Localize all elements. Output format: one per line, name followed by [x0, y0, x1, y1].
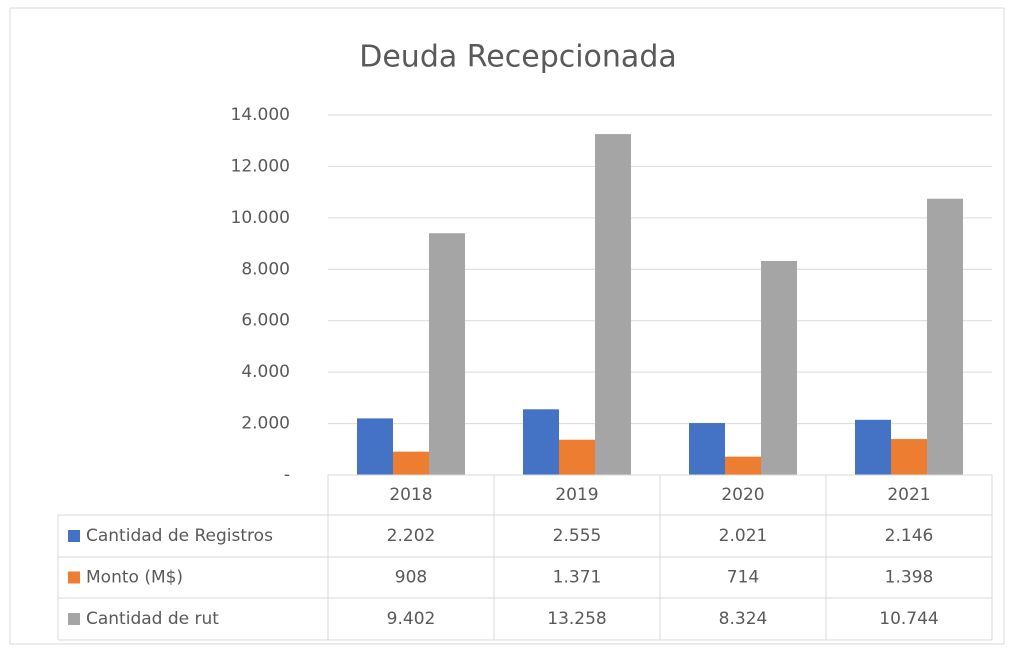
- table-cell: 2.555: [553, 526, 602, 546]
- bar: [927, 198, 963, 475]
- bar: [891, 439, 927, 475]
- y-tick-label: 6.000: [241, 311, 290, 331]
- bar: [595, 134, 631, 475]
- bar: [689, 423, 725, 475]
- legend-label: Cantidad de Registros: [86, 526, 273, 546]
- legend-label: Monto (M$): [86, 568, 183, 588]
- table-cell: 13.258: [547, 609, 606, 629]
- bar: [357, 418, 393, 475]
- table-cell: 908: [395, 568, 427, 588]
- legend-key: [68, 613, 80, 625]
- table-cell: 1.371: [553, 568, 602, 588]
- table-cell: 2.146: [885, 526, 934, 546]
- x-tick-label: 2020: [721, 485, 764, 505]
- table-cell: 10.744: [879, 609, 938, 629]
- y-tick-label: 8.000: [241, 259, 290, 279]
- x-tick-label: 2021: [887, 485, 930, 505]
- bar: [523, 409, 559, 475]
- y-tick-label: 10.000: [231, 208, 290, 228]
- table-cell: 2.202: [387, 526, 436, 546]
- legend-key: [68, 571, 80, 584]
- bar: [393, 451, 429, 475]
- y-tick-label: 12.000: [231, 156, 290, 176]
- table-cell: 2.021: [719, 526, 768, 546]
- legend-key: [68, 530, 80, 542]
- table-cell: 714: [727, 568, 759, 588]
- x-tick-label: 2018: [389, 485, 432, 505]
- chart-title: Deuda Recepcionada: [359, 40, 677, 75]
- y-tick-label: 4.000: [241, 362, 290, 382]
- bar: [429, 233, 465, 475]
- bar: [855, 419, 891, 475]
- y-tick-label: -: [284, 465, 290, 485]
- table-cell: 8.324: [719, 609, 768, 629]
- y-tick-label: 2.000: [241, 414, 290, 434]
- legend-label: Cantidad de rut: [86, 609, 219, 629]
- bar: [761, 260, 797, 475]
- y-tick-label: 14.000: [231, 105, 290, 125]
- bar: [725, 456, 761, 475]
- table-cell: 9.402: [387, 609, 436, 629]
- bar: [559, 439, 595, 475]
- chart-frame: [9, 7, 1005, 645]
- table-cell: 1.398: [885, 568, 934, 588]
- x-tick-label: 2019: [555, 485, 598, 505]
